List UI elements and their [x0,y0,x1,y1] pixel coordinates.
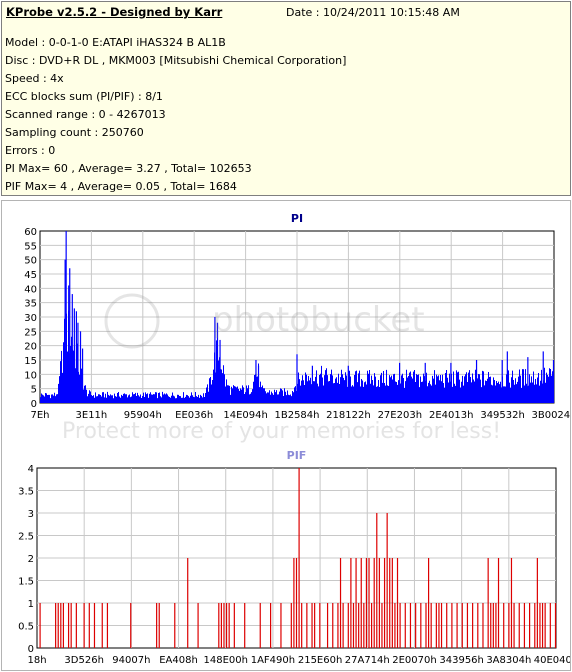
pi-chart: 0 5 10 15 20 25 30 35 40 45 50 55 60 7Eh 3E11h 95904h EE… [24,212,570,421]
pi-y-tick-label: 15 [24,356,37,367]
scan-date: Date : 10/24/2011 10:15:48 AM [286,6,460,19]
pif-x-tick-label: 3A8304h [486,655,531,666]
pi-y-tick-label: 5 [31,385,37,396]
watermark: photobucket Protect more of your memorie… [62,293,501,444]
info-errors: Errors : 0 [5,144,56,157]
info-ecc-sum: ECC blocks sum (PI/PIF) : 8/1 [5,90,163,103]
pif-y-tick-label: 4 [28,464,34,475]
pi-x-tick-label: EE036h [175,410,213,421]
info-pif-summary: PIF Max= 4 , Average= 0.05 , Total= 1684 [5,180,237,193]
pi-y-tick-label: 55 [24,241,37,252]
app-title: KProbe v2.5.2 - Designed by Karr [6,5,223,19]
pif-x-tick-label: 148E00h [203,655,247,666]
pif-y-tick-label: 1 [28,599,34,610]
pif-y-tick-label: 3 [28,509,34,520]
pif-x-tick-label: 2E0070h [392,655,436,666]
pif-y-tick-label: 1.5 [18,577,34,588]
pif-chart: 0 0.5 1 1.5 2 2.5 3 3.5 4 18h 3D526h 94007h EA408h 14… [18,449,570,666]
info-sampling-count: Sampling count : 250760 [5,126,144,139]
pi-x-tick-label: 95904h [124,410,162,421]
info-pi-summary: PI Max= 60 , Average= 3.27 , Total= 1026… [5,162,252,175]
pi-y-tick-label: 60 [24,227,37,238]
pif-y-tick-label: 3.5 [18,487,34,498]
info-scanned-range: Scanned range : 0 - 4267013 [5,108,166,121]
watermark-tagline: Protect more of your memories for less! [62,419,501,444]
pif-x-tick-label: 94007h [112,655,150,666]
pif-y-tick-label: 2 [28,554,34,565]
pif-x-tick-label: 215E60h [298,655,342,666]
pi-x-tick-label: 14E094h [223,410,267,421]
pif-x-tick-label: 27A714h [345,655,390,666]
pi-x-tick-label: 3E11h [76,410,108,421]
pif-x-tick-label: EA408h [159,655,198,666]
pif-y-tick-label: 0 [28,644,34,655]
chart-area: 0 5 10 15 20 25 30 35 40 45 50 55 60 7Eh 3E11h 95904h EE… [1,200,571,671]
info-disc: Disc : DVD+R DL , MKM003 [Mitsubishi Che… [5,54,347,67]
pif-x-tick-label: 343956h [439,655,484,666]
pif-x-tick-label: 3D526h [64,655,104,666]
pif-x-tick-label: 40E040h [534,655,570,666]
pi-x-tick-label: 3B0024h [531,410,570,421]
pif-chart-title: PIF [287,449,307,462]
info-model: Model : 0-0-1-0 E:ATAPI iHAS324 B AL1B [5,36,226,49]
pif-x-tick-label: 18h [27,655,46,666]
pif-y-tick-label: 0.5 [18,622,34,633]
pi-y-tick-label: 50 [24,256,37,267]
pi-x-tick-label: 1B2584h [274,410,319,421]
pi-y-tick-label: 45 [24,270,37,281]
watermark-logo-icon [104,293,160,349]
pif-x-tick-label: 1AF490h [251,655,295,666]
pi-y-tick-label: 40 [24,284,37,295]
pif-y-tick-label: 2.5 [18,532,34,543]
pi-y-tick-label: 20 [24,342,37,353]
pi-y-tick-label: 25 [24,327,37,338]
pi-chart-title: PI [291,212,303,225]
pi-x-tick-label: 218122h [326,410,371,421]
scan-info-panel: KProbe v2.5.2 - Designed by Karr Date : … [1,1,571,196]
info-speed: Speed : 4x [5,72,64,85]
pi-y-tick-label: 0 [31,399,37,410]
pi-x-tick-label: 7Eh [30,410,49,421]
pi-x-tick-label: 27E203h [378,410,422,421]
pi-x-tick-label: 349532h [480,410,525,421]
pi-y-tick-label: 35 [24,299,37,310]
watermark-logo-text: photobucket [212,300,425,340]
pi-x-tick-label: 2E4013h [429,410,473,421]
pi-y-tick-label: 10 [24,370,37,381]
pi-y-tick-label: 30 [24,313,37,324]
